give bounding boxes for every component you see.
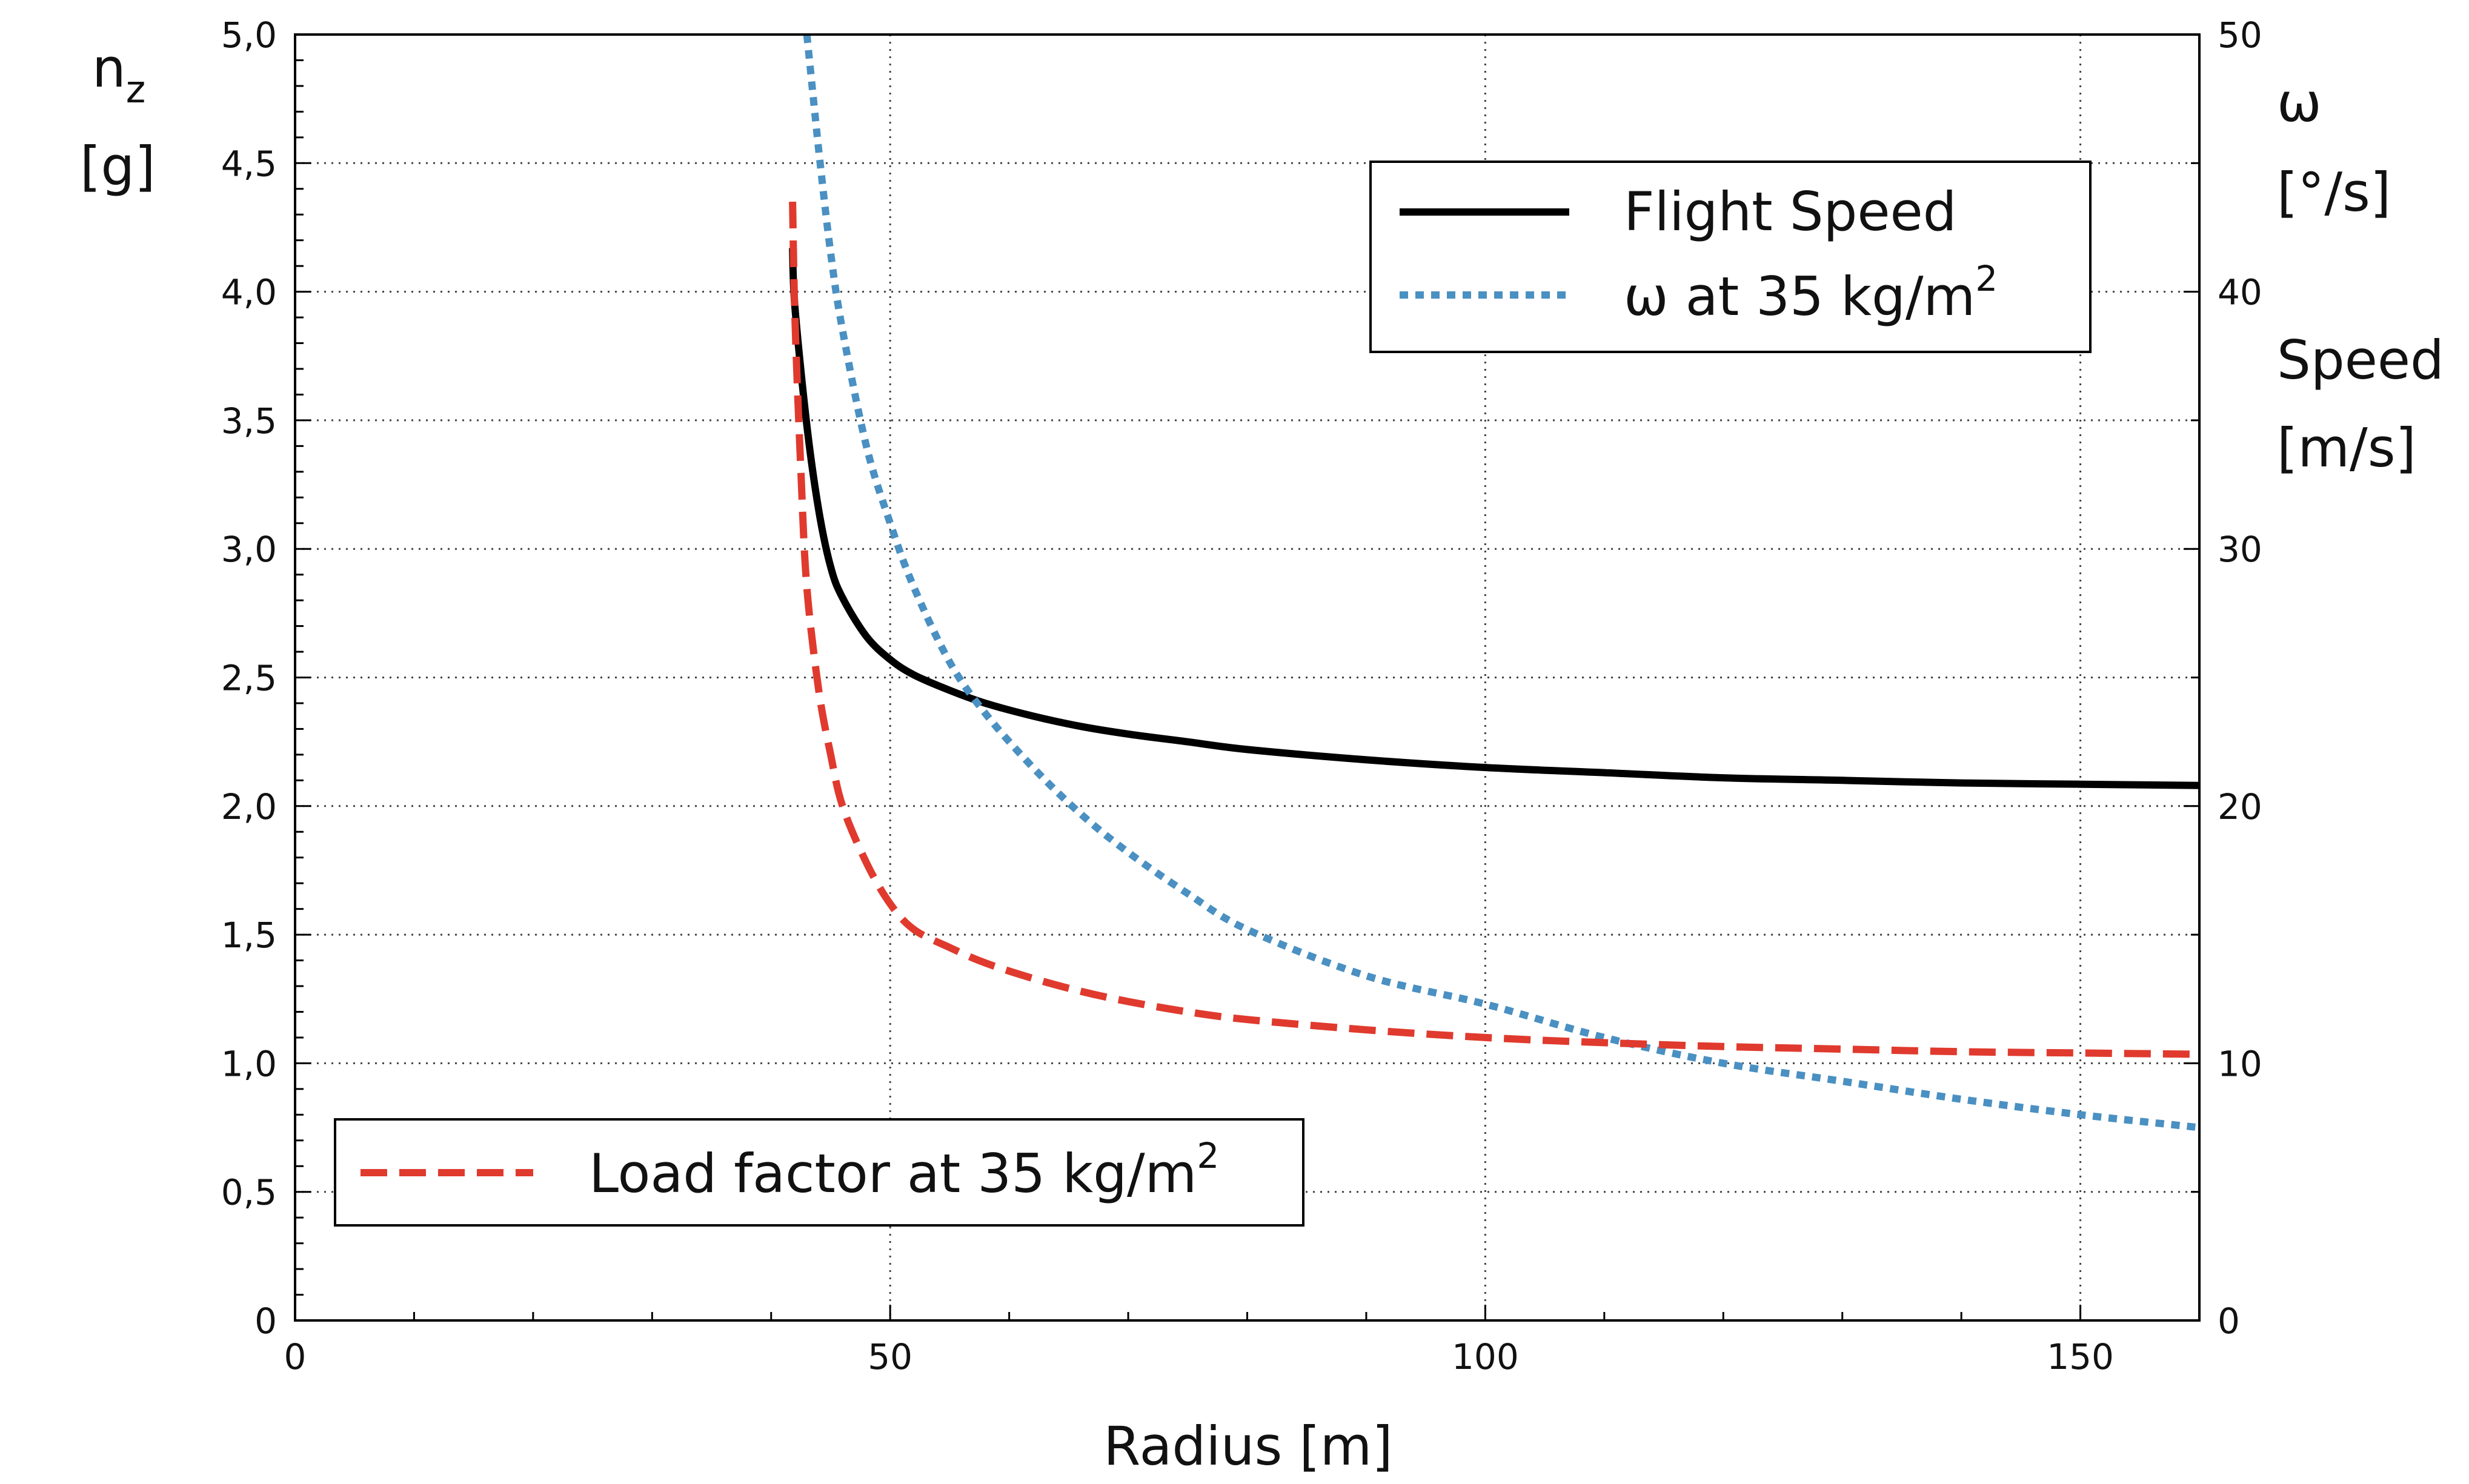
y-left-tick-label: 0 [254,1300,277,1342]
y-left-axis-title-main: n [92,37,126,99]
series-omega [803,34,2200,1131]
plot-frame [294,33,2201,1322]
y-right-tick-label: 20 [2218,786,2262,827]
y-left-tick-label: 5,0 [221,15,277,56]
y-right-tick-label: 0 [2218,1300,2240,1342]
y-left-axis-title-subscript: z [126,67,146,111]
series-flight-speed [789,248,2200,789]
legend-label-omega: ω at 35 kg/m2 [1624,258,1998,328]
legend-top-right-box [1369,161,2092,353]
y-left-tick-label: 0,5 [221,1172,277,1213]
y-left-tick-label: 3,0 [221,529,277,570]
x-tick-label: 100 [1452,1336,1519,1377]
series-layer [789,34,2200,1131]
legend-label-load-factor-sup: 2 [1197,1135,1219,1176]
legend-top-right: Flight Speed ω at 35 kg/m2 [1369,161,2092,353]
legend-bottom-left: Load factor at 35 kg/m2 [334,1118,1304,1227]
y-right-tick-label: 50 [2218,15,2262,56]
y-left-tick-label: 2,5 [221,658,277,699]
minor-ticks [294,33,2201,1322]
y-right-axis-unit-speed: [m/s] [2277,417,2416,479]
x-tick-label: 0 [284,1336,307,1377]
y-left-tick-label: 1,0 [221,1043,277,1084]
y-left-tick-label: 4,5 [221,143,277,184]
series-load-factor [789,201,2200,1058]
legend-label-load-factor-main: Load factor at 35 kg/m [589,1142,1197,1205]
y-right-axis-unit-omega: [°/s] [2277,161,2391,224]
y-right-tick-labels: 0 10 20 30 40 50 [2218,15,2262,1342]
y-right-axis-title-omega: ω [2277,71,2322,134]
legend-label-flight-speed: Flight Speed [1624,181,1956,243]
legend-label-load-factor: Load factor at 35 kg/m2 [589,1135,1219,1205]
legend-label-omega-sup: 2 [1975,258,1998,299]
legend-label-omega-main: ω at 35 kg/m [1624,265,1975,328]
y-right-axis-title-speed: Speed [2277,329,2444,391]
x-tick-label: 150 [2047,1336,2114,1377]
y-left-axis-unit: [g] [80,135,156,197]
x-tick-labels: 0 50 100 150 [284,1336,2114,1377]
y-left-axis-title: nz [92,37,145,111]
y-right-tick-label: 40 [2218,272,2262,313]
x-axis-title: Radius [m] [1103,1415,1392,1477]
y-left-tick-label: 1,5 [221,915,277,956]
y-left-tick-label: 2,0 [221,786,277,827]
x-tick-label: 50 [868,1336,912,1377]
y-left-tick-label: 4,0 [221,272,277,313]
y-left-tick-labels: 0 0,5 1,0 1,5 2,0 2,5 3,0 3,5 4,0 4,5 5,0 [221,15,277,1342]
y-right-tick-label: 30 [2218,529,2262,570]
y-right-tick-label: 10 [2218,1043,2262,1084]
y-left-tick-label: 3,5 [221,400,277,442]
